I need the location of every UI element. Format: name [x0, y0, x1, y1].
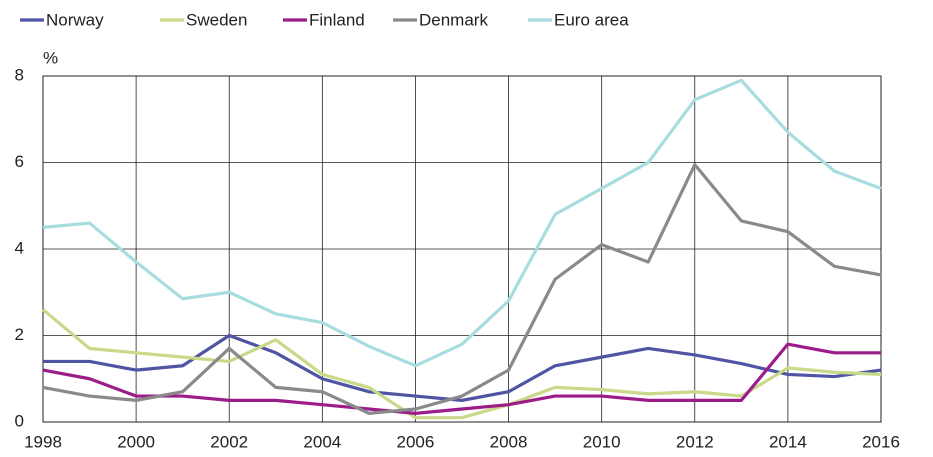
line	[42, 342, 881, 415]
y-axis-label: %	[43, 48, 58, 67]
line	[41, 308, 882, 420]
legend-label: Denmark	[419, 10, 488, 29]
y-tick-label: 8	[15, 65, 24, 84]
legend-label: Sweden	[186, 10, 247, 29]
legend-label: Norway	[46, 10, 104, 29]
x-tick-label: 2012	[676, 432, 714, 451]
legend-label: Finland	[309, 10, 365, 29]
y-tick-label: 6	[15, 152, 24, 171]
x-tick-label: 2004	[303, 432, 341, 451]
line	[42, 78, 882, 368]
x-tick-label: 2008	[490, 432, 528, 451]
y-tick-label: 4	[15, 238, 24, 257]
x-tick-label: 1998	[24, 432, 62, 451]
legend-label: Euro area	[554, 10, 629, 29]
y-tick-label: 0	[15, 411, 24, 430]
x-tick-label: 2000	[117, 432, 155, 451]
y-tick-label: 2	[15, 325, 24, 344]
plot-border	[42, 75, 882, 423]
line	[43, 333, 882, 402]
x-tick-label: 2010	[583, 432, 621, 451]
x-tick-label: 2014	[769, 432, 807, 451]
line	[42, 163, 882, 415]
x-tick-label: 2006	[397, 432, 435, 451]
x-tick-label: 2002	[210, 432, 248, 451]
x-tick-label: 2016	[862, 432, 900, 451]
